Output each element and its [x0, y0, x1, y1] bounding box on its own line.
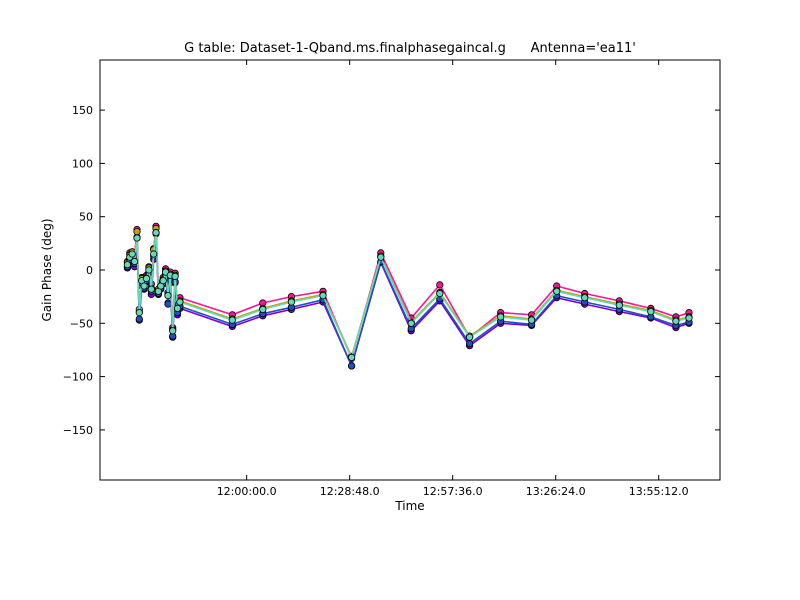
y-tick-label-2: 50 [79, 211, 93, 224]
data-point-3-17 [164, 300, 172, 308]
data-point-4-32 [496, 313, 505, 321]
data-point-4-17 [164, 291, 172, 300]
data-point-4-36 [615, 301, 623, 309]
data-point-4-30 [436, 289, 444, 298]
plot-area [123, 222, 693, 370]
data-point-4-38 [672, 317, 680, 325]
data-point-4-4 [133, 234, 141, 242]
data-point-0-30 [436, 281, 444, 289]
y-tick-label-4: −50 [70, 317, 93, 330]
data-point-4-8 [142, 274, 151, 283]
data-point-4-35 [581, 294, 589, 302]
series-4 [123, 229, 693, 361]
data-point-3-5 [135, 315, 143, 323]
y-tick-label-0: 150 [72, 104, 93, 117]
data-point-4-12 [152, 229, 160, 237]
x-tick-label-4: 13:55:12.0 [629, 485, 689, 498]
data-point-4-33 [527, 316, 536, 324]
data-point-2-4 [133, 228, 141, 236]
y-tick-label-6: −150 [63, 424, 93, 437]
data-point-4-26 [319, 291, 327, 300]
axes: 12:00:00.0 12:28:48.0 12:57:36.0 13:26:24.0… [63, 60, 720, 498]
data-point-3-27 [347, 362, 356, 370]
y-tick-label-3: 0 [86, 264, 93, 277]
x-tick-label-3: 13:26:24.0 [526, 485, 586, 498]
data-point-4-25 [287, 298, 295, 306]
y-tick-label-5: −100 [63, 371, 93, 384]
data-point-4-34 [553, 287, 561, 295]
y-tick-label-1: 100 [72, 157, 93, 170]
x-tick-label-1: 12:28:48.0 [320, 485, 380, 498]
data-point-3-31 [465, 339, 474, 348]
data-point-4-37 [647, 307, 655, 316]
data-point-4-0 [123, 261, 132, 269]
data-point-4-7 [140, 282, 148, 290]
chart-title: G table: Dataset-1-Qband.ms.finalphasega… [184, 41, 636, 56]
x-axis-label: Time [394, 499, 424, 513]
data-point-4-21 [173, 304, 182, 312]
data-point-4-28 [377, 253, 385, 261]
y-axis-label: Gain Phase (deg) [40, 218, 54, 321]
data-point-4-24 [259, 305, 267, 313]
data-point-4-20 [171, 272, 179, 280]
data-point-4-31 [465, 333, 474, 341]
data-point-4-15 [159, 277, 167, 285]
x-tick-label-0: 12:00:00.0 [217, 485, 277, 498]
data-point-4-5 [135, 308, 143, 317]
x-tick-label-2: 12:57:36.0 [423, 485, 483, 498]
data-point-4-27 [347, 353, 356, 361]
data-point-4-2 [128, 250, 136, 258]
data-point-4-3 [131, 257, 139, 266]
data-point-4-10 [147, 285, 155, 293]
data-point-4-19 [169, 327, 177, 335]
data-point-4-11 [150, 250, 158, 258]
data-point-4-9 [145, 266, 153, 274]
data-point-4-23 [228, 316, 236, 324]
data-point-4-29 [407, 319, 415, 327]
data-point-4-39 [685, 314, 693, 322]
data-point-4-22 [176, 298, 184, 306]
